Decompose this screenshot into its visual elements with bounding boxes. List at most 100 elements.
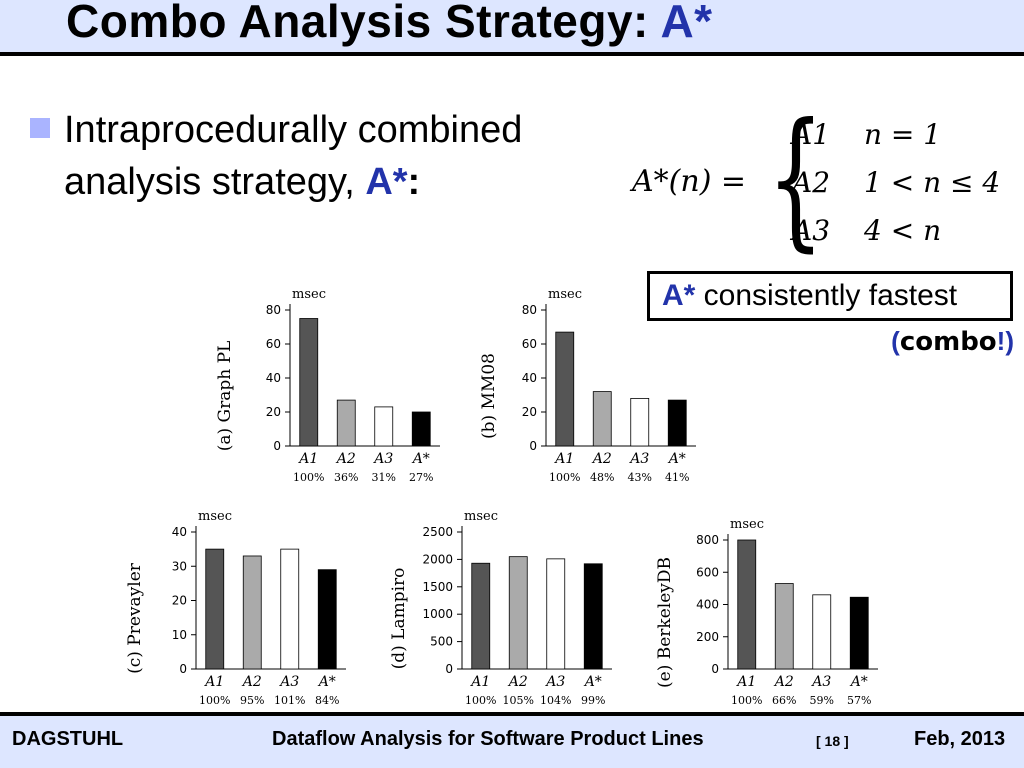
category-label: A3 <box>544 674 565 690</box>
bar-A2 <box>242 555 262 670</box>
bar-A1 <box>471 562 491 670</box>
formula-cond: n = 1 <box>864 118 942 151</box>
percent-label: 84% <box>315 694 339 707</box>
category-label: A* <box>583 674 602 690</box>
percent-label: 43% <box>628 471 652 484</box>
bar-Astar <box>411 411 431 447</box>
bullet-astar: A* <box>365 161 408 203</box>
note-close: !) <box>996 326 1014 356</box>
y-tick-label: 200 <box>696 630 719 644</box>
formula-case: A1 <box>792 118 831 151</box>
slide-title: Combo Analysis Strategy: A* <box>66 0 713 48</box>
y-tick-label: 0 <box>273 439 281 453</box>
y-tick-label: 2500 <box>422 525 453 539</box>
unit-label: msec <box>464 509 498 524</box>
category-label: A3 <box>628 451 649 467</box>
y-tick-label: 20 <box>172 594 187 608</box>
category-label: A1 <box>297 451 318 467</box>
percent-label: 100% <box>731 694 762 707</box>
percent-label: 100% <box>465 694 496 707</box>
category-label: A3 <box>372 451 393 467</box>
bar-A3 <box>812 594 832 670</box>
bar-A1 <box>555 331 575 447</box>
bar-A3 <box>546 558 566 670</box>
bar-Astar <box>849 596 869 670</box>
percent-label: 57% <box>847 694 871 707</box>
y-tick-label: 2000 <box>422 552 453 566</box>
bar-A3 <box>374 406 394 447</box>
title-text: Combo Analysis Strategy: <box>66 0 661 47</box>
callout-astar: A* <box>662 279 696 312</box>
percent-label: 101% <box>274 694 305 707</box>
y-tick-label: 10 <box>172 628 187 642</box>
y-tick-label: 30 <box>172 559 187 573</box>
chart-label: (a) Graph PL <box>215 341 235 452</box>
bullet-line-2: analysis strategy, A*: <box>64 156 522 208</box>
category-label: A1 <box>203 674 224 690</box>
bar-A3 <box>280 548 300 670</box>
category-label: A* <box>411 451 430 467</box>
bar-A2 <box>336 399 356 447</box>
y-tick-label: 400 <box>696 598 719 612</box>
bullet-colon: : <box>407 161 421 203</box>
formula-cond: 4 < n <box>864 214 942 247</box>
formula-row: A2 1 < n ≤ 4 <box>792 166 1000 199</box>
formula-lhs: A*(n) = <box>632 164 747 199</box>
bar-A1 <box>299 318 319 447</box>
bar-A2 <box>774 583 794 670</box>
category-label: A2 <box>507 674 528 690</box>
formula-case: A2 <box>792 166 831 199</box>
percent-label: 31% <box>372 471 396 484</box>
y-tick-label: 40 <box>172 525 187 539</box>
y-tick-label: 40 <box>266 371 281 385</box>
bar-Astar <box>667 399 687 447</box>
bullet-line-2-text: analysis strategy, <box>64 161 366 203</box>
category-label: A1 <box>469 674 490 690</box>
category-label: A1 <box>553 451 574 467</box>
footer-page: [ 18 ] <box>816 733 849 749</box>
y-tick-label: 80 <box>522 303 537 317</box>
percent-label: 27% <box>409 471 433 484</box>
bar-A1 <box>205 548 225 670</box>
y-tick-label: 40 <box>522 371 537 385</box>
y-tick-label: 60 <box>266 337 281 351</box>
category-label: A2 <box>773 674 794 690</box>
bullet-square-icon <box>30 118 50 138</box>
footer: DAGSTUHL Dataflow Analysis for Software … <box>0 712 1024 768</box>
percent-label: 105% <box>503 694 534 707</box>
y-tick-label: 600 <box>696 565 719 579</box>
bar-A3 <box>630 397 650 447</box>
y-tick-label: 1000 <box>422 607 453 621</box>
combo-note: (combo!) <box>891 326 1014 357</box>
bar-Astar <box>583 563 603 670</box>
category-label: A3 <box>810 674 831 690</box>
bar-A1 <box>737 539 757 670</box>
note-open: ( <box>891 326 900 356</box>
bar-Astar <box>317 569 337 670</box>
category-label: A3 <box>278 674 299 690</box>
category-label: A1 <box>735 674 756 690</box>
callout-box: A* consistently fastest <box>647 271 1013 321</box>
y-tick-label: 60 <box>522 337 537 351</box>
footer-center: Dataflow Analysis for Software Product L… <box>272 728 704 750</box>
category-label: A* <box>317 674 336 690</box>
bar-A2 <box>592 391 612 447</box>
percent-label: 95% <box>240 694 264 707</box>
footer-right: Feb, 2013 <box>914 728 1006 750</box>
unit-label: msec <box>548 287 582 302</box>
y-tick-label: 1500 <box>422 580 453 594</box>
formula-brace: { <box>767 92 825 266</box>
category-label: A* <box>849 674 868 690</box>
chart-label: (b) MM08 <box>479 353 499 439</box>
formula: A*(n) = { A1 n = 1 A2 1 < n ≤ 4 A3 4 < n <box>632 104 1012 255</box>
y-tick-label: 0 <box>529 439 537 453</box>
chart-label: (d) Lampiro <box>389 568 409 670</box>
y-tick-label: 0 <box>711 662 719 676</box>
title-astar: A* <box>660 0 713 47</box>
percent-label: 41% <box>665 471 689 484</box>
formula-case: A3 <box>792 214 831 247</box>
percent-label: 100% <box>549 471 580 484</box>
percent-label: 100% <box>293 471 324 484</box>
y-tick-label: 0 <box>179 662 187 676</box>
